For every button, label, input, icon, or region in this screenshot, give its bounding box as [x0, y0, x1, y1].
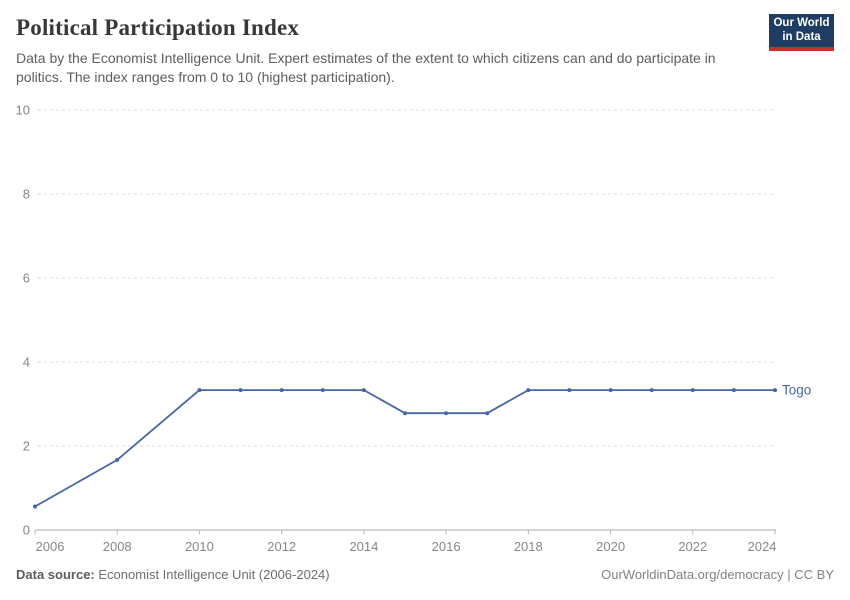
data-source-note: Data source: Economist Intelligence Unit… — [16, 567, 330, 582]
line-chart: 0 2 4 6 8 10 2006 2008 2010 2012 2014 2016 2018 2020 2… — [16, 103, 812, 555]
x-axis-tick-label: 2020 — [596, 539, 625, 554]
chart-footer: Data source: Economist Intelligence Unit… — [16, 567, 834, 582]
chart-subtitle: Data by the Economist Intelligence Unit.… — [16, 49, 716, 85]
data-point[interactable] — [526, 388, 531, 393]
series-end-label[interactable]: Togo — [782, 383, 811, 398]
y-axis-tick-label: 8 — [23, 187, 30, 202]
data-point[interactable] — [649, 388, 654, 393]
data-point[interactable] — [115, 457, 120, 462]
data-point[interactable] — [197, 388, 202, 393]
y-axis-tick-label: 6 — [23, 271, 30, 286]
x-axis-tick-label: 2022 — [678, 539, 707, 554]
data-point[interactable] — [320, 388, 325, 393]
x-axis-tick-label: 2008 — [103, 539, 132, 554]
owid-logo-line1: Our World — [773, 17, 830, 30]
data-point[interactable] — [33, 504, 37, 509]
x-axis-tick-label: 2010 — [185, 539, 214, 554]
data-point[interactable] — [773, 388, 777, 393]
data-point[interactable] — [238, 388, 243, 393]
y-axis-tick-label: 4 — [23, 355, 30, 370]
x-axis-tick-label: 2006 — [36, 539, 65, 554]
y-axis-tick-label: 0 — [23, 523, 30, 538]
y-axis-tick-label: 2 — [23, 439, 30, 454]
data-point[interactable] — [731, 388, 736, 393]
x-axis-tick-label: 2012 — [267, 539, 296, 554]
x-axis-tick-label: 2018 — [514, 539, 543, 554]
x-axis-tick-label: 2016 — [432, 539, 461, 554]
data-point[interactable] — [444, 411, 449, 416]
owid-citation-link[interactable]: OurWorldinData.org/democracy | CC BY — [601, 567, 834, 582]
data-point[interactable] — [279, 388, 284, 393]
data-point[interactable] — [485, 411, 490, 416]
data-point[interactable] — [403, 411, 407, 416]
y-axis-tick-label: 10 — [16, 103, 30, 118]
chart-line[interactable] — [34, 389, 776, 508]
owid-logo-line2: in Data — [782, 30, 821, 43]
data-point[interactable] — [361, 388, 366, 393]
chart-title: Political Participation Index — [16, 15, 300, 40]
data-source-text: Economist Intelligence Unit (2006-2024) — [98, 567, 330, 582]
chart-header: Political Participation Index Data by th… — [16, 14, 834, 87]
x-axis-tick-label: 2014 — [349, 539, 378, 554]
data-point[interactable] — [690, 388, 695, 393]
data-source-label: Data source: — [16, 567, 95, 582]
owid-logo[interactable]: Our World in Data — [769, 14, 834, 51]
data-point[interactable] — [567, 388, 572, 393]
data-point[interactable] — [608, 388, 613, 393]
x-axis-tick-label: 2024 — [748, 539, 777, 554]
